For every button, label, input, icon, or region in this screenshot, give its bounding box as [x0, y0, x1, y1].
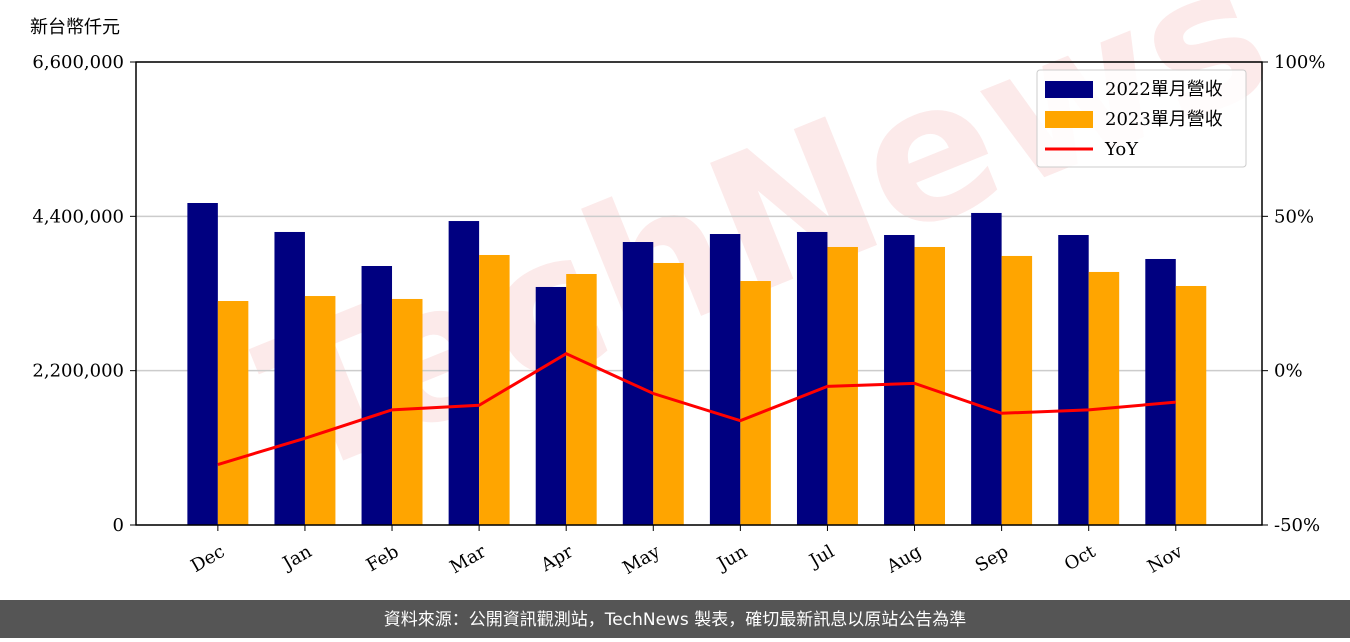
bar: [622, 242, 654, 525]
bar: [566, 273, 597, 525]
y2-tick-label: 100%: [1274, 52, 1325, 73]
y2-tick-label: -50%: [1274, 515, 1320, 536]
plot-frame: [135, 61, 1263, 526]
bar: [217, 301, 249, 525]
bar: [187, 203, 218, 525]
bar: [1001, 255, 1033, 525]
footer-bar: [0, 600, 1350, 638]
legend-swatch: [1045, 111, 1093, 128]
bar: [796, 231, 828, 526]
bar: [709, 234, 741, 525]
y-tick-label: 0: [113, 515, 124, 536]
y2-tick-label: 0%: [1274, 361, 1303, 382]
footer: 資料來源：公開資訊觀測站，TechNews 製表，確切最新訊息以原站公告為準: [384, 610, 966, 630]
legend-label: YoY: [1104, 139, 1139, 160]
bar: [1145, 258, 1176, 525]
bar: [971, 212, 1002, 525]
bar: [884, 234, 915, 525]
legend-swatch: [1045, 81, 1093, 98]
y-tick-label: 4,400,000: [32, 206, 124, 227]
bar: [274, 231, 305, 526]
bar: [304, 296, 336, 525]
bar: [535, 286, 567, 525]
y-axis-label: 新台幣仟元: [30, 17, 120, 38]
bar: [448, 221, 480, 525]
bar: [392, 298, 423, 525]
bar: [361, 266, 393, 525]
y2-tick-label: 50%: [1274, 206, 1314, 227]
line: [217, 351, 1176, 466]
legend-label: 2022單月營收: [1105, 79, 1223, 100]
legend-label: 2023單月營收: [1105, 109, 1223, 130]
bar: [740, 281, 771, 525]
y-tick-label: 2,200,000: [32, 361, 124, 382]
bar: [1088, 271, 1120, 525]
bar: [1175, 285, 1207, 525]
bar: [1058, 234, 1089, 525]
y-tick-label: 6,600,000: [32, 52, 124, 73]
